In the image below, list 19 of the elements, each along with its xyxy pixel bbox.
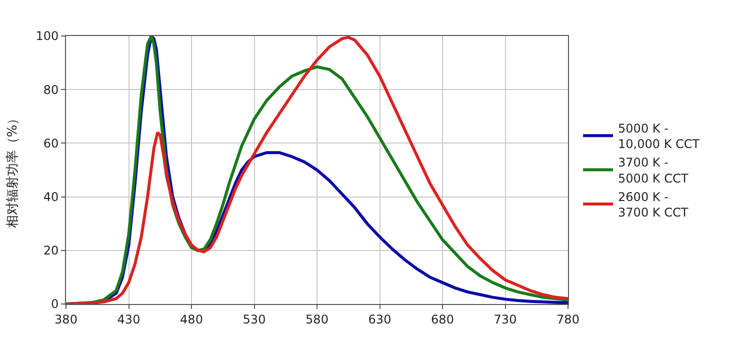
y-tick-label: 0	[50, 297, 59, 312]
legend-label: 3700 K - 5000 K CCT	[618, 156, 689, 186]
x-tick-label: 680	[431, 312, 454, 326]
x-tick-label: 480	[180, 312, 203, 326]
y-axis-title: 相对辐射功率（%）	[4, 112, 21, 228]
x-tick-label: 580	[306, 312, 328, 326]
x-tick-label: 430	[117, 312, 140, 326]
x-tick-label: 380	[54, 312, 78, 326]
y-tick-label: 20	[43, 244, 59, 258]
y-tick-label: 40	[43, 190, 59, 204]
legend-label: 5000 K - 10,000 K CCT	[618, 121, 700, 152]
y-tick-label: 60	[43, 136, 59, 150]
y-tick-label: 100	[36, 29, 59, 44]
x-tick-label: 730	[494, 312, 517, 326]
legend-label: 2600 K - 3700 K CCT	[618, 190, 689, 220]
x-tick-label: 630	[368, 312, 392, 326]
x-tick-label: 530	[242, 312, 266, 326]
y-tick-label: 80	[43, 82, 59, 97]
x-tick-label: 780	[556, 312, 580, 326]
